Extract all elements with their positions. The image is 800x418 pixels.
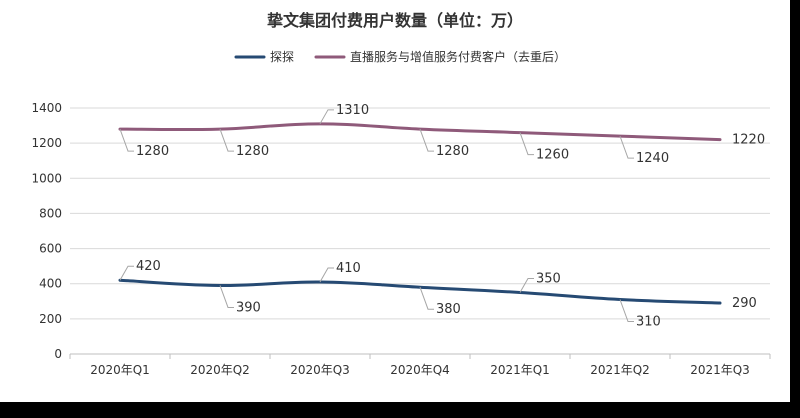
data-label: 390 xyxy=(236,300,261,315)
chart-background xyxy=(0,0,790,402)
data-label: 1260 xyxy=(536,148,569,163)
label-leader-line xyxy=(519,132,534,156)
y-tick-label: 600 xyxy=(39,242,62,256)
data-label: 1310 xyxy=(336,103,369,118)
x-tick-label: 2021年Q1 xyxy=(490,363,550,377)
x-tick-label: 2021年Q2 xyxy=(590,363,650,377)
data-label: 1280 xyxy=(136,144,169,159)
label-leader-line xyxy=(419,287,434,310)
x-tick-label: 2020年Q1 xyxy=(90,363,150,377)
label-leader-line xyxy=(119,128,134,152)
axes: 0 200 400 600 800 1000 1200 1400 2020年Q1 2020年Q2 2… xyxy=(31,101,771,377)
data-label: 350 xyxy=(536,272,561,287)
y-tick-label: 800 xyxy=(39,206,62,220)
label-leader-line xyxy=(319,109,334,125)
data-label: 410 xyxy=(336,261,361,276)
label-leader-line xyxy=(219,285,234,308)
data-label: 1220 xyxy=(732,133,765,148)
data-label: 1280 xyxy=(436,144,469,159)
label-leader-line xyxy=(219,128,234,152)
y-tick-label: 1000 xyxy=(31,171,62,185)
data-label: 310 xyxy=(636,315,661,330)
x-tick-label: 2020年Q3 xyxy=(290,363,350,377)
x-tick-label: 2021年Q3 xyxy=(690,363,750,377)
legend: 探探 直播服务与增值服务付费客户（去重后） xyxy=(234,49,566,64)
x-tick-label: 2020年Q2 xyxy=(190,363,250,377)
y-tick-label: 400 xyxy=(39,277,62,291)
data-label: 1240 xyxy=(636,151,669,166)
label-leader-line xyxy=(619,299,634,323)
label-leader-line xyxy=(419,128,434,152)
label-leader-line xyxy=(619,135,634,159)
legend-label-1: 探探 xyxy=(270,50,294,64)
data-label: 420 xyxy=(136,259,161,274)
label-leader-line xyxy=(519,278,534,293)
y-tick-label: 1400 xyxy=(31,101,62,115)
data-label: 380 xyxy=(436,302,461,317)
x-tick-label: 2020年Q4 xyxy=(390,363,450,377)
y-tick-label: 0 xyxy=(54,347,62,361)
label-leader-line xyxy=(119,265,134,281)
chart-title: 挚文集团付费用户数量（单位：万） xyxy=(267,11,523,30)
data-label: 290 xyxy=(732,296,757,311)
y-tick-label: 200 xyxy=(39,312,62,326)
label-leader-line xyxy=(319,267,334,283)
data-labels: 420 390 410 380 350 310 290 1280 1280 1310 1280 126… xyxy=(119,103,765,330)
y-tick-label: 1200 xyxy=(31,136,62,150)
legend-label-2: 直播服务与增值服务付费客户（去重后） xyxy=(350,49,566,64)
data-label: 1280 xyxy=(236,144,269,159)
